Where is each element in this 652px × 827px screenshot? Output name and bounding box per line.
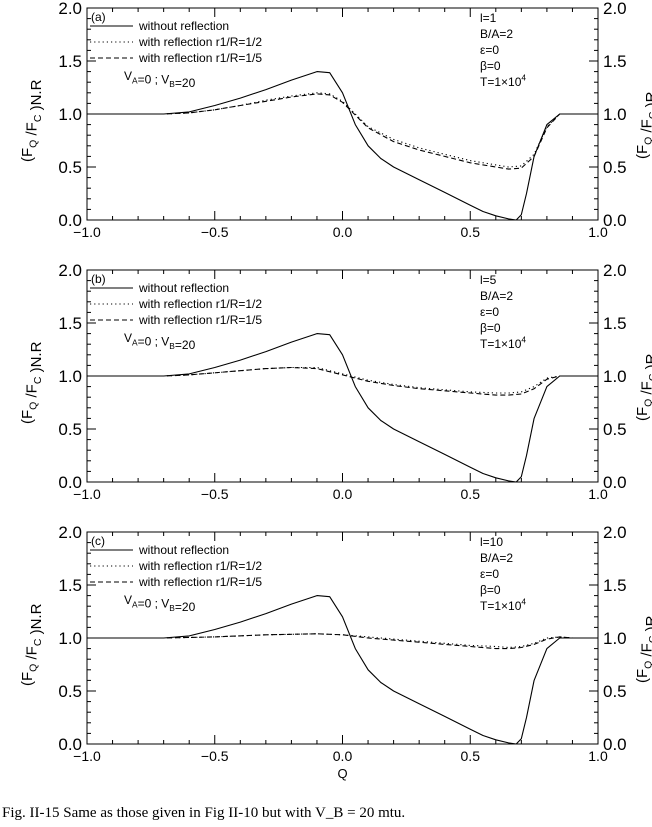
series-line-dotted [87,366,598,394]
y-tick-label-left: 0.0 [58,735,82,754]
y-tick-label-left: 0.0 [58,473,82,492]
legend-entry: with reflection r1/R=1/5 [138,51,262,65]
legend-entry: with reflection r1/R=1/2 [138,35,262,49]
series-line-dashed [87,633,598,650]
param-line: β=0 [480,321,501,335]
x-tick-label: −1.0 [73,224,101,240]
panel-label: (c) [91,534,105,548]
y-tick-label-left: 1.0 [58,105,82,124]
param-l: l=1 [480,11,497,25]
x-tick-label: 0.0 [333,224,353,240]
x-tick-label: −0.5 [201,224,229,240]
y-tick-label-left: 1.5 [58,576,82,595]
y-tick-label-left: 2.0 [58,523,82,542]
param-line: T=1×104 [480,597,526,613]
x-tick-label: 0.0 [333,748,353,764]
x-tick-label: 0.5 [461,486,481,502]
y-tick-label-right: 0.0 [603,211,627,230]
y-tick-label-left: 0.5 [58,682,82,701]
series-line-solid [87,71,598,221]
y-axis-label-right: (FQ /FC )R [634,615,652,683]
y-tick-label-left: 1.5 [58,52,82,71]
series-line-dotted [87,92,598,168]
panel-label: (b) [91,272,106,286]
y-tick-label-right: 1.5 [603,314,627,333]
velocity-note: VA=0 ; VB=20 [124,593,196,614]
legend-entry: without reflection [138,19,229,33]
param-line: ε=0 [480,43,499,57]
y-tick-label-right: 2.0 [603,523,627,542]
param-line: B/A=2 [480,27,513,41]
panel-label: (a) [91,10,106,24]
param-l: l=5 [480,273,497,287]
legend-entry: with reflection r1/R=1/2 [138,559,262,573]
series-line-solid [87,333,598,483]
chart-panel-3: −1.0 −0.5 0.0 0.5 1.00.0 0.00.5 0.51.0 1.01.5 1.… [19,523,652,764]
series-line-solid [87,595,598,745]
series-line-dotted [87,633,598,649]
param-line: β=0 [480,583,501,597]
param-line: ε=0 [480,567,499,581]
y-tick-label-right: 1.5 [603,576,627,595]
y-tick-label-left: 2.0 [58,0,82,18]
legend-entry: with reflection r1/R=1/2 [138,297,262,311]
param-line: ε=0 [480,305,499,319]
series-line-dashed [87,366,598,396]
param-line: T=1×104 [480,335,526,351]
y-tick-label-right: 1.0 [603,367,627,386]
x-tick-label: −0.5 [201,486,229,502]
param-l: l=10 [480,535,503,549]
legend-entry: without reflection [138,281,229,295]
x-tick-label: −0.5 [201,748,229,764]
velocity-note: VA=0 ; VB=20 [124,331,196,352]
y-tick-label-left: 1.0 [58,629,82,648]
y-axis-label-right: (FQ /FC )R [634,353,652,421]
chart-panel-2: −1.0 −0.5 0.0 0.5 1.00.0 0.00.5 0.51.0 1.01.5 1.… [19,261,652,502]
y-tick-label-right: 1.0 [603,105,627,124]
figure-svg: −1.0 −0.5 0.0 0.5 1.00.0 0.00.5 0.51.0 1.01.5 1.… [19,0,652,781]
param-line: B/A=2 [480,551,513,565]
x-tick-label: 0.5 [461,224,481,240]
y-tick-label-left: 0.5 [58,158,82,177]
x-tick-label: 1.0 [588,486,608,502]
param-line: T=1×104 [480,73,526,89]
y-tick-label-left: 1.0 [58,367,82,386]
x-tick-label: 1.0 [588,224,608,240]
y-tick-label-right: 0.0 [603,735,627,754]
param-line: β=0 [480,59,501,73]
y-tick-label-right: 2.0 [603,0,627,18]
x-tick-label: −1.0 [73,486,101,502]
x-axis-label: Q [337,766,347,781]
x-tick-label: 0.0 [333,486,353,502]
legend-entry: with reflection r1/R=1/5 [138,313,262,327]
y-axis-label-left: (FQ /FC )N.R [19,79,45,162]
x-tick-label: −1.0 [73,748,101,764]
caption-text: Fig. II-15 Same as those given in Fig II… [2,805,406,821]
velocity-note: VA=0 ; VB=20 [124,69,196,90]
y-tick-label-left: 1.5 [58,314,82,333]
x-tick-label: 0.5 [461,748,481,764]
y-tick-label-right: 1.5 [603,52,627,71]
param-line: B/A=2 [480,289,513,303]
y-tick-label-left: 0.0 [58,211,82,230]
x-tick-label: 1.0 [588,748,608,764]
y-axis-label-left: (FQ /FC )N.R [19,603,45,686]
y-tick-label-right: 1.0 [603,629,627,648]
y-tick-label-right: 0.5 [603,158,627,177]
y-tick-label-left: 0.5 [58,420,82,439]
chart-panel-1: −1.0 −0.5 0.0 0.5 1.00.0 0.00.5 0.51.0 1.01.5 1.… [19,0,652,240]
y-tick-label-right: 0.5 [603,420,627,439]
y-tick-label-left: 2.0 [58,261,82,280]
series-line-dashed [87,93,598,170]
y-axis-label-left: (FQ /FC )N.R [19,341,45,424]
y-tick-label-right: 0.5 [603,682,627,701]
legend-entry: with reflection r1/R=1/5 [138,575,262,589]
legend-entry: without reflection [138,543,229,557]
y-axis-label-right: (FQ /FC )R [634,91,652,159]
figure-caption: Fig. II-15 Same as those given in Fig II… [2,805,405,822]
y-tick-label-right: 0.0 [603,473,627,492]
y-tick-label-right: 2.0 [603,261,627,280]
